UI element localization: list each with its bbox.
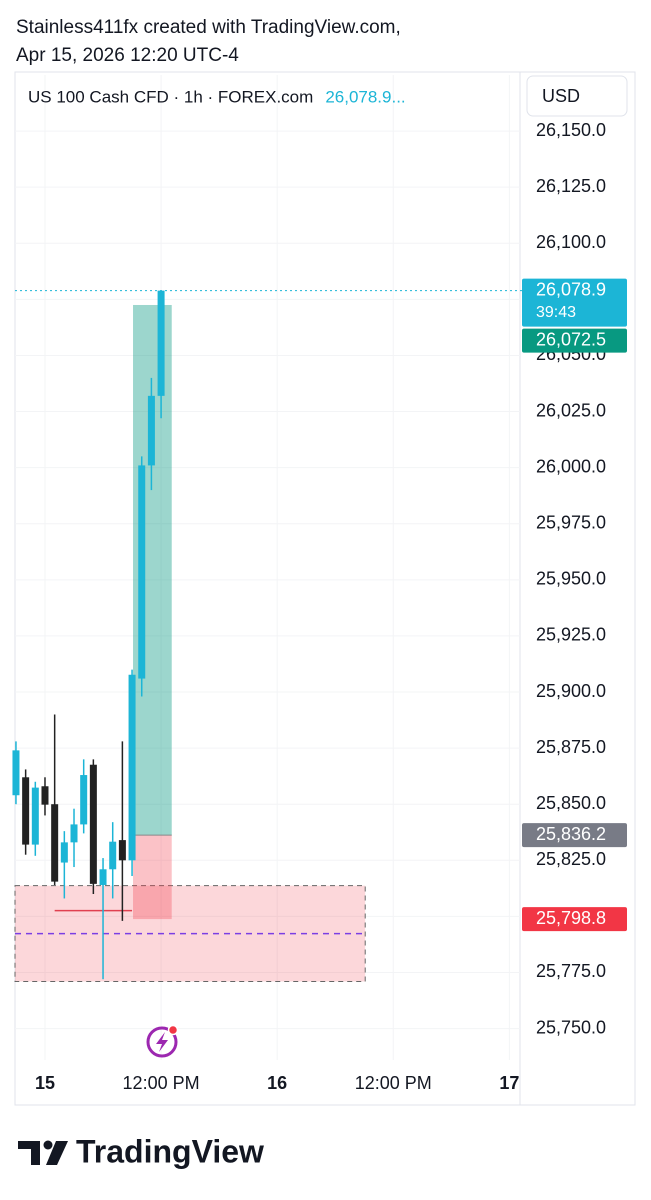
y-tick-label: 25,825.0 [536, 849, 606, 869]
y-tick-label: 26,000.0 [536, 456, 606, 476]
price-label: 25,836.2 [536, 824, 606, 844]
brand-name: TradingView [76, 1133, 264, 1169]
price-label: 26,078.9 [536, 279, 606, 299]
candle-body [157, 290, 165, 396]
candle-body [89, 764, 97, 884]
candle-body [147, 395, 155, 466]
x-tick-label: 12:00 PM [123, 1073, 200, 1093]
y-tick-label: 25,850.0 [536, 793, 606, 813]
candle-body [51, 804, 59, 882]
alert-icon [146, 1024, 179, 1058]
y-tick-label: 25,975.0 [536, 512, 606, 532]
currency-button[interactable] [526, 75, 628, 117]
plot [12, 75, 525, 1060]
y-tick-label: 25,925.0 [536, 625, 606, 645]
y-tick-label: 25,750.0 [536, 1017, 606, 1037]
candle-body [118, 840, 126, 861]
candle-body [22, 777, 30, 845]
currency[interactable]: USD [542, 86, 580, 106]
y-tick-label: 26,100.0 [536, 232, 606, 252]
candle-body [138, 465, 146, 679]
price-label-box [522, 823, 627, 848]
position-stop [133, 835, 172, 920]
candle-body [60, 842, 68, 863]
candle-body [41, 786, 49, 805]
candle-body [99, 869, 107, 885]
symbol-title: US 100 Cash CFD · 1h · FOREX.com [28, 87, 313, 106]
price-label: 25,798.8 [536, 908, 606, 928]
countdown: 39:43 [536, 304, 576, 321]
y-tick-label: 26,125.0 [536, 176, 606, 196]
candle-body [128, 674, 136, 861]
x-tick-label: 16 [267, 1073, 287, 1093]
y-tick-label: 25,875.0 [536, 737, 606, 757]
x-tick-label: 17 [499, 1073, 519, 1093]
y-tick-label: 25,950.0 [536, 569, 606, 589]
last-price: 26,078.9... [325, 87, 405, 106]
candle-body [109, 841, 117, 870]
price-label: 26,072.5 [536, 329, 606, 349]
price-label-box [522, 907, 627, 932]
y-tick-label: 26,150.0 [536, 120, 606, 140]
date-line: Apr 15, 2026 12:20 UTC-4 [16, 45, 239, 66]
y-tick-label: 26,025.0 [536, 400, 606, 420]
x-tick-label: 15 [35, 1073, 55, 1093]
candle-body [70, 824, 78, 843]
price-label-box [522, 328, 627, 353]
y-tick-label: 25,900.0 [536, 681, 606, 701]
price-label-box [522, 278, 627, 327]
x-tick-label: 12:00 PM [355, 1073, 432, 1093]
candle-body [31, 787, 39, 845]
brand-logo [18, 1140, 68, 1165]
y-tick-label: 25,775.0 [536, 961, 606, 981]
candle-body [12, 750, 20, 796]
candle-body [80, 775, 88, 825]
chart-frame [14, 71, 636, 1106]
author-line: Stainless411fx created with TradingView.… [16, 17, 401, 38]
